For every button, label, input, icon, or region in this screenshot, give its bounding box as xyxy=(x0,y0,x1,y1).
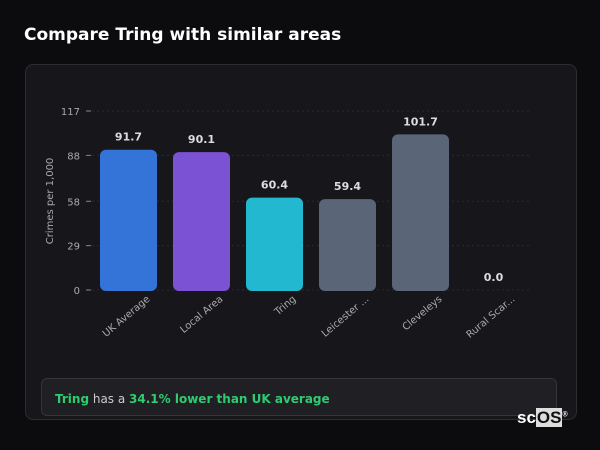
x-tick-label: Leicester ... xyxy=(320,294,372,340)
x-tick-label: Cleveleys xyxy=(401,294,445,333)
data-label: 60.4 xyxy=(261,179,288,192)
summary-text: has a xyxy=(89,392,130,406)
bar xyxy=(319,199,376,291)
y-tick-label: 117 xyxy=(61,107,80,118)
x-tick-label: Rural Scar... xyxy=(465,294,518,341)
data-label: 101.7 xyxy=(403,115,438,128)
bar xyxy=(100,149,157,291)
data-label: 90.1 xyxy=(188,133,215,146)
bar xyxy=(392,134,449,291)
y-tick-label: 88 xyxy=(67,151,80,162)
x-tick-label: UK Average xyxy=(101,294,153,340)
summary-comparison: 34.1% lower than UK average xyxy=(129,392,330,406)
bar xyxy=(246,197,303,291)
x-tick-label: Tring xyxy=(272,294,298,319)
bar xyxy=(173,152,230,291)
summary-area: Tring xyxy=(55,392,90,406)
logo-text-b: OS xyxy=(535,408,563,427)
y-tick-label: 0 xyxy=(74,286,80,297)
x-tick-label: Local Area xyxy=(178,294,225,336)
comparison-summary: Tring has a 34.1% lower than UK average xyxy=(41,378,557,416)
y-axis-label: Crimes per 1,000 xyxy=(45,158,56,245)
y-tick-label: 58 xyxy=(67,197,80,208)
logo-text-a: sc xyxy=(517,408,536,427)
y-tick-label: 29 xyxy=(67,242,80,253)
data-label: 0.0 xyxy=(484,271,504,284)
page-title: Compare Tring with similar areas xyxy=(24,25,342,45)
logo-mark: ® xyxy=(562,411,568,419)
scos-logo: scOS® xyxy=(517,408,568,428)
data-label: 91.7 xyxy=(115,131,142,144)
data-label: 59.4 xyxy=(334,180,361,193)
